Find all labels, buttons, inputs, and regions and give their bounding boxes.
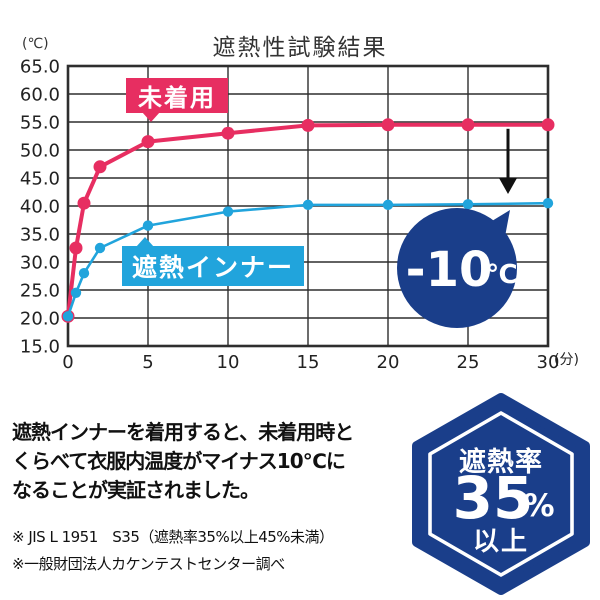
x-tick-label: 20	[377, 352, 400, 373]
footnote-jis: ※ JIS L 1951 S35（遮熱率35%以上45%未満）	[12, 528, 334, 546]
series-label-heat-shield-inner-text: 遮熱インナー	[131, 253, 294, 282]
hex-badge-percent: %	[523, 488, 554, 524]
series-point-blue	[302, 199, 314, 211]
series-label-not-wearing: 未着用	[126, 78, 228, 122]
y-axis-unit-label: (℃)	[22, 36, 49, 52]
label-pointer-up-icon	[136, 237, 154, 247]
chart-section: 15.0 20.0 25.0 30.0 35.0 40.0 45.0 50.0 55.0 60.0…	[20, 35, 579, 374]
y-tick-label: 55.0	[20, 113, 60, 134]
series-point-pink	[93, 160, 107, 174]
series-point-blue	[142, 220, 154, 231]
series-point-pink	[141, 135, 155, 149]
y-tick-label: 45.0	[20, 169, 60, 190]
x-tick-label: 0	[62, 352, 73, 373]
series-point-pink	[69, 241, 83, 255]
result-description: 遮熱インナーを着用すると、未着用時と くらべて衣服内温度がマイナス10℃に なる…	[12, 418, 412, 505]
heat-test-line-chart: 15.0 20.0 25.0 30.0 35.0 40.0 45.0 50.0 55.0 60.0…	[20, 57, 579, 374]
series-point-blue	[62, 311, 74, 322]
hex-badge-top-text: 遮熱率	[459, 446, 543, 478]
series-point-pink	[221, 126, 235, 140]
series-point-pink	[77, 196, 91, 210]
y-tick-label: 20.0	[20, 309, 60, 330]
series-label-heat-shield-inner: 遮熱インナー	[122, 237, 304, 286]
series-point-blue	[70, 287, 82, 298]
y-tick-label: 25.0	[20, 281, 60, 302]
y-tick-label: 35.0	[20, 225, 60, 246]
minus10-badge-value: -10	[406, 242, 493, 298]
footnote-test-center: ※一般財団法人カケンテストセンター調べ	[12, 555, 285, 573]
hexagon-inner-border	[428, 411, 574, 577]
minus10-badge-circle	[397, 208, 517, 328]
description-line-1: 遮熱インナーを着用すると、未着用時と	[12, 420, 354, 444]
series-point-blue	[542, 198, 554, 209]
series-label-not-wearing-text: 未着用	[138, 84, 216, 112]
difference-arrow-head-icon	[499, 178, 517, 194]
heat-shield-rate-hexagon-badge: 遮熱率 35 % 以上	[412, 393, 590, 595]
y-tick-label: 50.0	[20, 141, 60, 162]
x-axis-unit-label: (分)	[554, 352, 579, 368]
footnotes: ※ JIS L 1951 S35（遮熱率35%以上45%未満） ※一般財団法人カ…	[12, 524, 432, 578]
series-point-pink	[381, 118, 395, 132]
minus10-badge-unit: ℃	[486, 260, 517, 290]
x-tick-label: 5	[142, 352, 153, 373]
series-point-blue	[94, 242, 106, 254]
hex-badge-value: 35	[453, 464, 534, 532]
series-point-blue	[78, 268, 90, 279]
series-point-blue	[382, 199, 394, 211]
hexagon-shape	[412, 393, 590, 595]
description-line-3: なることが実証されました。	[12, 478, 260, 502]
y-tick-label: 65.0	[20, 57, 60, 78]
y-tick-label: 30.0	[20, 253, 60, 274]
series-line-pink	[66, 122, 550, 319]
series-point-pink	[301, 118, 315, 132]
y-tick-label: 60.0	[20, 85, 60, 106]
series-point-pink	[541, 118, 555, 132]
x-tick-label: 25	[457, 352, 480, 373]
chart-title: 遮熱性試験結果	[212, 35, 388, 61]
series-point-pink	[461, 118, 475, 132]
series-line-blue	[66, 201, 550, 318]
x-tick-label: 30	[537, 352, 560, 373]
label-pointer-down-icon	[142, 112, 160, 122]
series-point-blue	[462, 199, 474, 210]
y-tick-label: 40.0	[20, 197, 60, 218]
hex-badge-bottom-text: 以上	[473, 527, 529, 557]
x-tick-label: 15	[297, 352, 320, 373]
y-tick-label: 15.0	[20, 337, 60, 358]
description-line-2: くらべて衣服内温度がマイナス10℃に	[12, 449, 346, 473]
x-tick-label: 10	[217, 352, 240, 373]
series-point-blue	[222, 206, 234, 217]
